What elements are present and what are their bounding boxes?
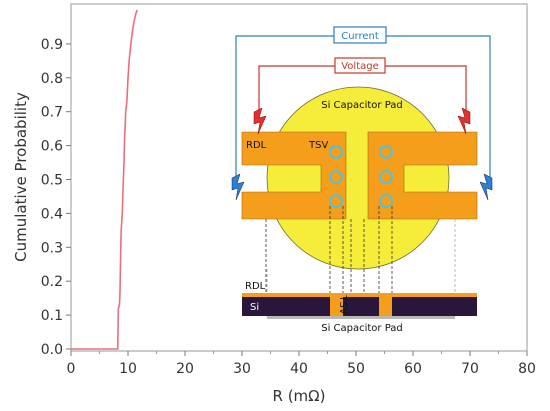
x-tick-label: 30 xyxy=(233,361,251,377)
rdl-right xyxy=(367,131,478,220)
si-capacitor-pad xyxy=(266,86,450,270)
x-tick-label: 50 xyxy=(347,361,365,377)
current-label: Current xyxy=(341,31,379,42)
measurement-diagram: Current Voltage Si Capacitor Pad RDL TSV xyxy=(231,26,493,334)
tsv-ring xyxy=(379,170,393,184)
voltage-label: Voltage xyxy=(341,61,379,72)
cross-section-tsv-left xyxy=(330,294,343,316)
cross-section-si xyxy=(242,297,477,316)
x-tick-label: 0 xyxy=(67,361,76,377)
rdl-label: RDL xyxy=(246,140,267,151)
current-probe-right-icon xyxy=(479,173,493,201)
tsv-ring xyxy=(379,194,393,208)
current-label-box xyxy=(333,26,387,44)
x-tick-label: 10 xyxy=(119,361,137,377)
cross-section-tsv-right xyxy=(379,294,392,316)
x-tick-label: 20 xyxy=(176,361,194,377)
y-axis-title: Cumulative Probability xyxy=(12,92,30,262)
cross-section-pad xyxy=(267,316,455,319)
tsv-ring xyxy=(329,170,343,184)
y-tick-label: 0.4 xyxy=(41,206,63,222)
x-axis-title: R (mΩ) xyxy=(273,387,326,405)
y-tick-label: 0.2 xyxy=(41,274,63,290)
tsv-label: TSV xyxy=(308,140,328,151)
cross-tsv-label: TSV xyxy=(337,294,348,314)
x-tick-label: 80 xyxy=(518,361,536,377)
cross-pad-label: Si Capacitor Pad xyxy=(321,323,403,334)
voltage-probe-right-icon xyxy=(457,107,471,135)
tsv-ring xyxy=(329,194,343,208)
tsv-ring xyxy=(329,145,343,159)
y-tick-label: 0.7 xyxy=(41,105,63,121)
cross-section-rdl xyxy=(242,293,477,297)
tsv-rings xyxy=(329,145,393,208)
x-tick-label: 70 xyxy=(461,361,479,377)
x-axis-ticks: 0 10 20 30 40 50 60 70 80 xyxy=(67,351,536,377)
rdl-left xyxy=(241,131,347,220)
x-tick-label: 60 xyxy=(404,361,422,377)
y-axis-ticks: 0.0 0.1 0.2 0.3 0.4 0.5 0.6 0.7 0.8 0.9 xyxy=(41,37,71,358)
y-tick-label: 0.0 xyxy=(41,342,63,358)
cdf-series-line xyxy=(71,9,138,350)
projection-lines xyxy=(265,206,393,296)
series-layer xyxy=(71,9,138,350)
voltage-label-box xyxy=(334,57,386,74)
voltage-probe-left-icon xyxy=(253,107,267,135)
cross-si-label: Si xyxy=(250,302,259,313)
current-probe-left-icon xyxy=(231,173,245,201)
y-tick-label: 0.9 xyxy=(41,37,63,53)
y-tick-label: 0.3 xyxy=(41,240,63,256)
y-tick-label: 0.5 xyxy=(41,173,63,189)
x-tick-label: 40 xyxy=(290,361,308,377)
y-tick-label: 0.1 xyxy=(41,308,63,324)
tsv-ring xyxy=(379,145,393,159)
cross-rdl-label: RDL xyxy=(245,281,266,292)
y-tick-label: 0.6 xyxy=(41,139,63,155)
pad-label: Si Capacitor Pad xyxy=(321,100,403,111)
y-tick-label: 0.8 xyxy=(41,71,63,87)
